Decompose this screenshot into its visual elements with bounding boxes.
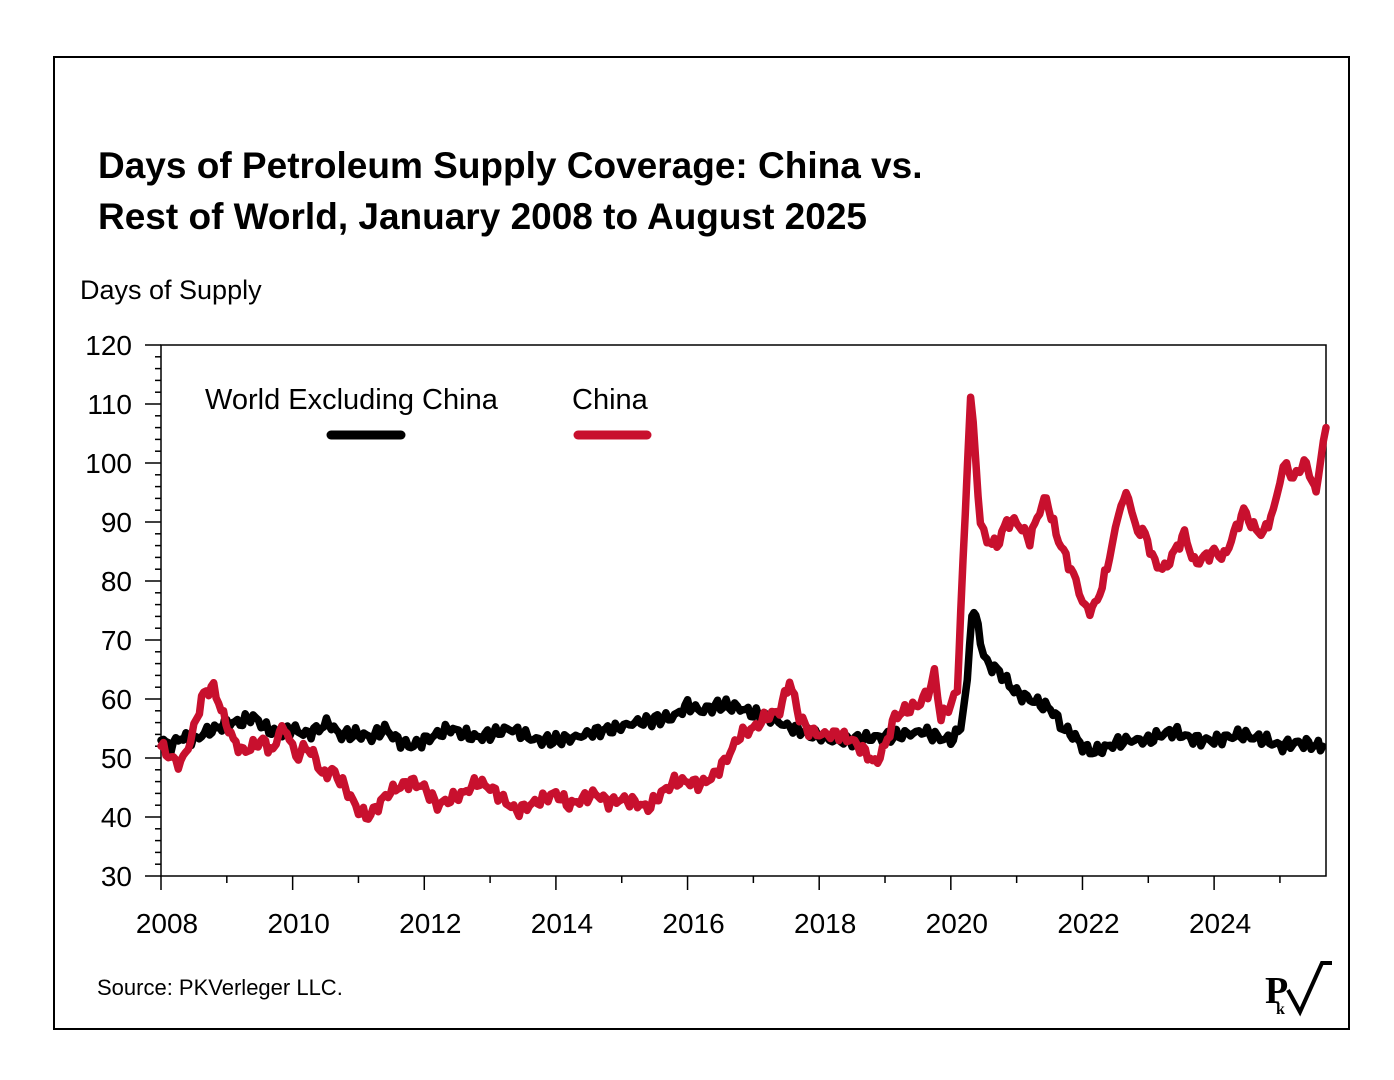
series-line-china <box>157 393 1330 823</box>
x-tick-label: 2024 <box>1189 908 1251 939</box>
legend-label-china: China <box>572 384 649 416</box>
logo-check-mark <box>1286 961 1332 1017</box>
y-tick-label: 90 <box>101 507 132 538</box>
x-tick-label: 2010 <box>267 908 329 939</box>
y-axis-label: Days of Supply <box>80 275 262 305</box>
y-tick-label: 120 <box>85 330 132 361</box>
y-tick-label: 110 <box>87 389 132 420</box>
chart-title-line-2: Rest of World, January 2008 to August 20… <box>98 196 867 237</box>
axes: 30 40 50 60 70 80 90 100 110 120 2008 2010 2012 2014 2… <box>85 330 1327 939</box>
x-tick-label: 2008 <box>136 908 198 939</box>
legend-label-world-excluding-china: World Excluding China <box>205 384 499 416</box>
logo-letter-p: P <box>1265 970 1288 1012</box>
chart-title-line-1: Days of Petroleum Supply Coverage: China… <box>98 145 923 186</box>
y-tick-label: 60 <box>101 684 132 715</box>
x-tick-label: 2016 <box>662 908 724 939</box>
x-tick-label: 2020 <box>926 908 988 939</box>
x-tick-label: 2022 <box>1057 908 1119 939</box>
source-note: Source: PKVerleger LLC. <box>97 975 343 1000</box>
series-layer <box>157 393 1330 823</box>
y-tick-label: 50 <box>101 743 132 774</box>
legend: World Excluding China China <box>205 384 652 440</box>
y-tick-label: 40 <box>101 802 132 833</box>
y-tick-label: 100 <box>85 448 132 479</box>
plot-area <box>160 344 1327 877</box>
y-tick-label: 70 <box>101 625 132 656</box>
x-tick-label: 2018 <box>794 908 856 939</box>
x-tick-label: 2014 <box>531 908 593 939</box>
chart-frame <box>53 56 1350 1030</box>
chart-title: Days of Petroleum Supply Coverage: China… <box>98 140 1198 242</box>
logo-letter-k: k <box>1276 1001 1285 1018</box>
series-line-world-excluding-china <box>157 608 1327 758</box>
x-tick-label: 2012 <box>399 908 461 939</box>
y-tick-label: 80 <box>101 566 132 597</box>
y-tick-label: 30 <box>101 861 132 892</box>
